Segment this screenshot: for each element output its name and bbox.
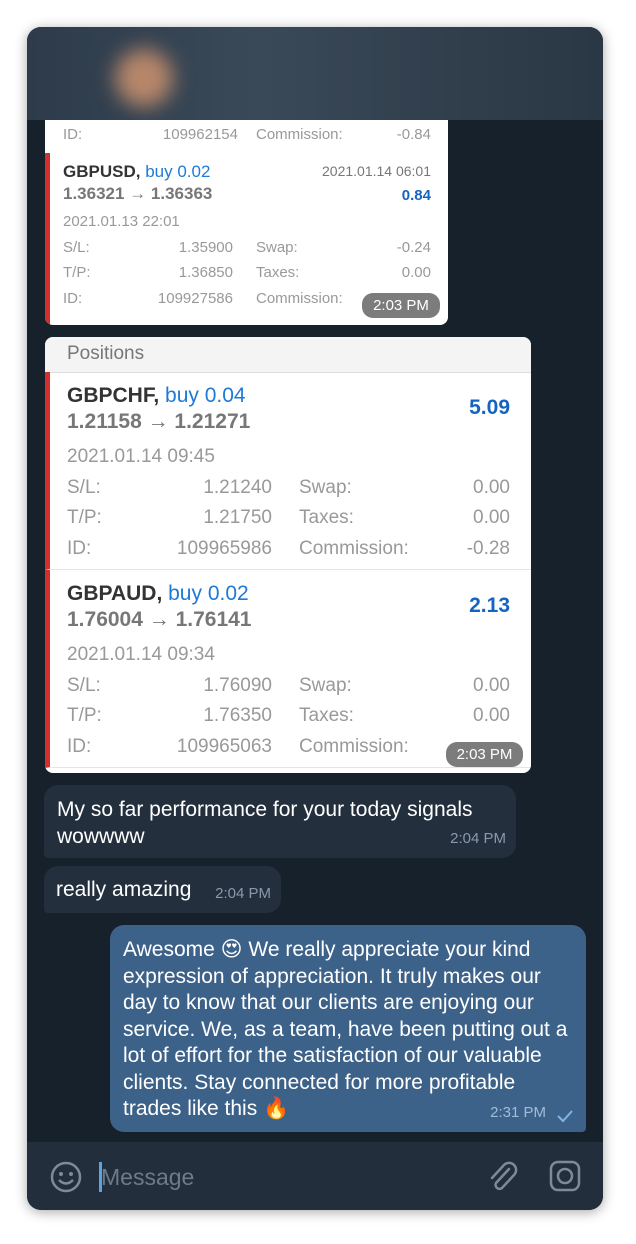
field-value: 1.21750 xyxy=(203,506,272,528)
field-label: Swap: xyxy=(299,674,352,696)
symbol: GBPUSD, xyxy=(63,161,141,181)
chat-header[interactable] xyxy=(27,27,603,120)
field-label: S/L: xyxy=(67,674,101,696)
positions-card[interactable]: Positions GBPCHF, buy 0.04 1.21158 → 1.21… xyxy=(45,337,531,773)
field-value: 0.00 xyxy=(401,264,431,281)
field-label: Taxes: xyxy=(256,264,300,281)
open-time: 2021.01.14 09:34 xyxy=(67,643,215,665)
symbol: GBPCHF, xyxy=(67,384,160,408)
timestamp: 2:03 PM xyxy=(362,293,440,318)
field-value: 1.76090 xyxy=(203,674,272,696)
side: buy 0.02 xyxy=(168,582,249,606)
trade[interactable]: GBPAUD, buy 0.02 1.76004 → 1.76141 2.13 202… xyxy=(45,570,531,768)
field-value: 0.00 xyxy=(473,506,510,528)
field-value: -0.84 xyxy=(396,126,431,143)
field-value: 0.00 xyxy=(473,674,510,696)
field-label: Commission: xyxy=(256,290,343,307)
field-value: -0.24 xyxy=(396,239,431,256)
close-time: 2021.01.14 06:01 xyxy=(322,163,431,179)
field-value: 109962154 xyxy=(162,126,238,143)
message-text: really amazing xyxy=(56,878,192,901)
profit: 0.84 xyxy=(401,186,431,204)
side: buy 0.04 xyxy=(165,384,246,408)
field-label: Swap: xyxy=(256,239,298,256)
trade[interactable]: GBPCHF, buy 0.04 1.21158 → 1.21271 5.09 202… xyxy=(45,372,531,570)
prices: 1.21158 → 1.21271 xyxy=(67,410,251,434)
card-title: Positions xyxy=(67,343,145,364)
incoming-message[interactable]: really amazing 2:04 PM xyxy=(44,866,281,913)
field-value: 1.76350 xyxy=(203,704,272,726)
read-check xyxy=(557,1110,573,1123)
profit: 2.13 xyxy=(469,594,510,618)
card-header xyxy=(45,337,531,373)
field-value: 0.00 xyxy=(473,476,510,498)
field-value: 1.36850 xyxy=(178,264,233,281)
trade[interactable]: GBPUSD, buy 0.02 1.36321 → 1.36363 2021.01… xyxy=(45,153,448,325)
message-time: 2:04 PM xyxy=(215,884,271,902)
trade-title: GBPAUD, buy 0.02 xyxy=(67,581,249,606)
field-label: Commission: xyxy=(299,735,409,757)
field-label: ID: xyxy=(63,290,83,307)
emoji-button[interactable] xyxy=(49,1160,83,1194)
caret xyxy=(99,1162,102,1192)
field-label: Commission: xyxy=(299,537,409,559)
trade-title: GBPUSD, buy 0.02 xyxy=(63,162,210,182)
field-label: ID: xyxy=(67,735,92,757)
avatar xyxy=(115,49,173,107)
field-label: S/L: xyxy=(63,239,90,256)
field-label: Taxes: xyxy=(299,506,354,528)
chat-screen: ID: 109962154 Commission: -0.84 GBPUSD, buy … xyxy=(27,27,603,1210)
field-label: T/P: xyxy=(63,264,91,281)
field-label: ID: xyxy=(63,126,83,143)
symbol: GBPAUD, xyxy=(67,582,163,606)
field-value: 109927586 xyxy=(157,290,233,307)
message-text: Awesome 😍 We really appreciate your kind… xyxy=(123,938,568,1120)
field-label: Swap: xyxy=(299,476,352,498)
prices: 1.36321 → 1.36363 xyxy=(63,183,213,203)
attach-button[interactable] xyxy=(485,1159,519,1195)
message-time: 2:04 PM xyxy=(450,829,506,847)
field-value: -0.28 xyxy=(466,537,510,559)
field-value: 1.35900 xyxy=(178,239,233,256)
open-time: 2021.01.14 09:45 xyxy=(67,445,215,467)
message-text: My so far performance for your today sig… xyxy=(57,798,473,848)
trade-card[interactable]: ID: 109962154 Commission: -0.84 GBPUSD, buy … xyxy=(45,120,448,325)
message-input[interactable]: Message xyxy=(101,1164,195,1190)
incoming-message[interactable]: My so far performance for your today sig… xyxy=(44,785,516,858)
field-label: Commission: xyxy=(256,126,343,143)
profit: 5.09 xyxy=(469,396,510,420)
field-label: Taxes: xyxy=(299,704,354,726)
outgoing-message[interactable]: Awesome 😍 We really appreciate your kind… xyxy=(110,925,586,1132)
field-label: T/P: xyxy=(67,704,102,726)
timestamp: 2:03 PM xyxy=(446,742,523,767)
field-label: ID: xyxy=(67,537,92,559)
side: buy 0.02 xyxy=(145,161,211,181)
open-time: 2021.01.13 22:01 xyxy=(63,213,180,230)
field-value: 109965063 xyxy=(176,735,272,757)
camera-button[interactable] xyxy=(548,1159,582,1193)
field-value: 109965986 xyxy=(176,537,272,559)
field-label: T/P: xyxy=(67,506,102,528)
field-label: S/L: xyxy=(67,476,101,498)
input-bar: Message xyxy=(27,1142,603,1210)
field-value: 1.21240 xyxy=(203,476,272,498)
message-time: 2:31 PM xyxy=(490,1103,546,1121)
field-value: 0.00 xyxy=(473,704,510,726)
prices: 1.76004 → 1.76141 xyxy=(67,608,252,632)
trade-title: GBPCHF, buy 0.04 xyxy=(67,383,246,408)
